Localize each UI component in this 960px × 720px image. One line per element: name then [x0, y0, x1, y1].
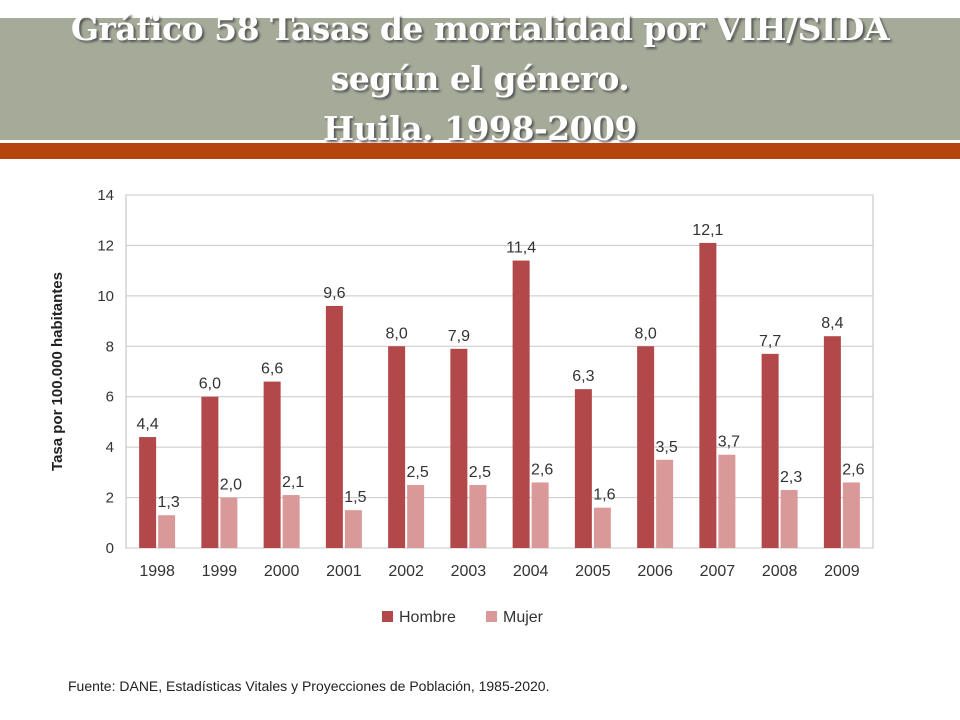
data-label-mujer-2001: 1,5 — [344, 489, 366, 506]
bar-hombre-2006 — [637, 346, 655, 548]
x-tick-label: 2009 — [824, 563, 860, 580]
bar-hombre-2005 — [574, 389, 592, 548]
y-tick-label: 14 — [97, 187, 114, 204]
data-label-mujer-2009: 2,6 — [842, 461, 864, 478]
bar-mujer-1998 — [158, 515, 176, 548]
data-label-mujer-2004: 2,6 — [531, 461, 553, 478]
bar-mujer-2008 — [780, 490, 798, 548]
x-tick-label: 2005 — [575, 563, 611, 580]
y-tick-label: 10 — [97, 288, 114, 305]
y-tick-label: 2 — [106, 490, 114, 507]
bar-hombre-1998 — [139, 437, 157, 548]
data-label-hombre-1999: 6,0 — [199, 376, 221, 393]
legend-label-mujer: Mujer — [503, 609, 544, 626]
bar-mujer-2003 — [469, 484, 487, 548]
x-tick-label: 1998 — [139, 563, 175, 580]
bar-hombre-2001 — [325, 305, 343, 548]
plot-area — [125, 194, 874, 549]
bar-mujer-1999 — [220, 497, 238, 548]
accent-bar — [0, 143, 960, 159]
legend-label-hombre: Hombre — [399, 609, 456, 626]
x-tick-label: 2006 — [637, 563, 673, 580]
source-note: Fuente: DANE, Estadísticas Vitales y Pro… — [68, 678, 550, 694]
x-tick-label: 2002 — [388, 563, 424, 580]
data-label-mujer-1999: 2,0 — [220, 477, 242, 494]
title-banner: Gráfico 58 Tasas de mortalidad por VIH/S… — [0, 9, 960, 148]
page-title-line-2: Huila. 1998-2009 — [323, 109, 638, 148]
bar-hombre-2004 — [512, 260, 530, 548]
x-tick-label: 2007 — [700, 563, 736, 580]
bar-hombre-2000 — [263, 381, 281, 548]
data-label-hombre-1998: 4,4 — [137, 416, 159, 433]
data-label-hombre-2001: 9,6 — [323, 285, 345, 302]
data-label-hombre-2000: 6,6 — [261, 361, 283, 378]
data-label-mujer-2007: 3,7 — [718, 434, 740, 451]
x-tick-label: 2004 — [513, 563, 549, 580]
data-label-hombre-2006: 8,0 — [635, 325, 657, 342]
data-label-mujer-2005: 1,6 — [593, 487, 615, 504]
data-label-hombre-2003: 7,9 — [448, 328, 470, 345]
legend-swatch-mujer — [486, 611, 497, 622]
y-tick-label: 12 — [97, 237, 114, 254]
bar-mujer-2007 — [718, 454, 736, 548]
data-label-hombre-2007: 12,1 — [692, 222, 723, 239]
data-label-hombre-2002: 8,0 — [386, 325, 408, 342]
data-label-mujer-2002: 2,5 — [407, 464, 429, 481]
bar-mujer-2001 — [344, 510, 362, 548]
y-tick-label: 8 — [106, 338, 114, 355]
x-tick-label: 2003 — [451, 563, 487, 580]
y-axis-label: Tasa por 100.000 habitantes — [49, 272, 66, 471]
bar-hombre-2002 — [388, 346, 406, 548]
x-tick-label: 2000 — [264, 563, 300, 580]
bar-hombre-1999 — [201, 396, 219, 548]
data-label-hombre-2005: 6,3 — [572, 368, 594, 385]
legend-swatch-hombre — [382, 611, 393, 622]
data-label-hombre-2008: 7,7 — [759, 333, 781, 350]
y-tick-label: 6 — [106, 389, 114, 406]
y-tick-label: 0 — [106, 540, 114, 557]
page-title-line-1: Gráfico 58 Tasas de mortalidad por VIH/S… — [70, 9, 890, 98]
bar-mujer-2006 — [656, 459, 674, 548]
data-label-mujer-2003: 2,5 — [469, 464, 491, 481]
bar-hombre-2003 — [450, 348, 468, 548]
data-label-mujer-2008: 2,3 — [780, 469, 802, 486]
x-tick-label: 1999 — [202, 563, 238, 580]
bar-hombre-2009 — [823, 336, 841, 548]
y-tick-label: 4 — [106, 439, 114, 456]
bar-hombre-2008 — [761, 353, 779, 548]
page-title: Gráfico 58 Tasas de mortalidad por VIH/S… — [40, 4, 920, 154]
mortality-bar-chart: 0 2 4 6 8 10 12 14 Tasa por 100.000 habitantes 4,… — [49, 187, 874, 626]
x-tick-label: 2001 — [326, 563, 362, 580]
bar-mujer-2009 — [842, 482, 860, 548]
data-label-hombre-2004: 11,4 — [506, 240, 536, 257]
data-label-hombre-2009: 8,4 — [821, 315, 843, 332]
bar-mujer-2000 — [282, 495, 300, 548]
bar-mujer-2005 — [593, 507, 611, 548]
bar-hombre-2007 — [699, 242, 717, 548]
data-label-mujer-1998: 1,3 — [158, 494, 180, 511]
bar-mujer-2004 — [531, 482, 549, 548]
data-label-mujer-2006: 3,5 — [656, 439, 678, 456]
x-tick-label: 2008 — [762, 563, 798, 580]
data-label-mujer-2000: 2,1 — [282, 474, 304, 491]
bar-mujer-2002 — [407, 484, 425, 548]
